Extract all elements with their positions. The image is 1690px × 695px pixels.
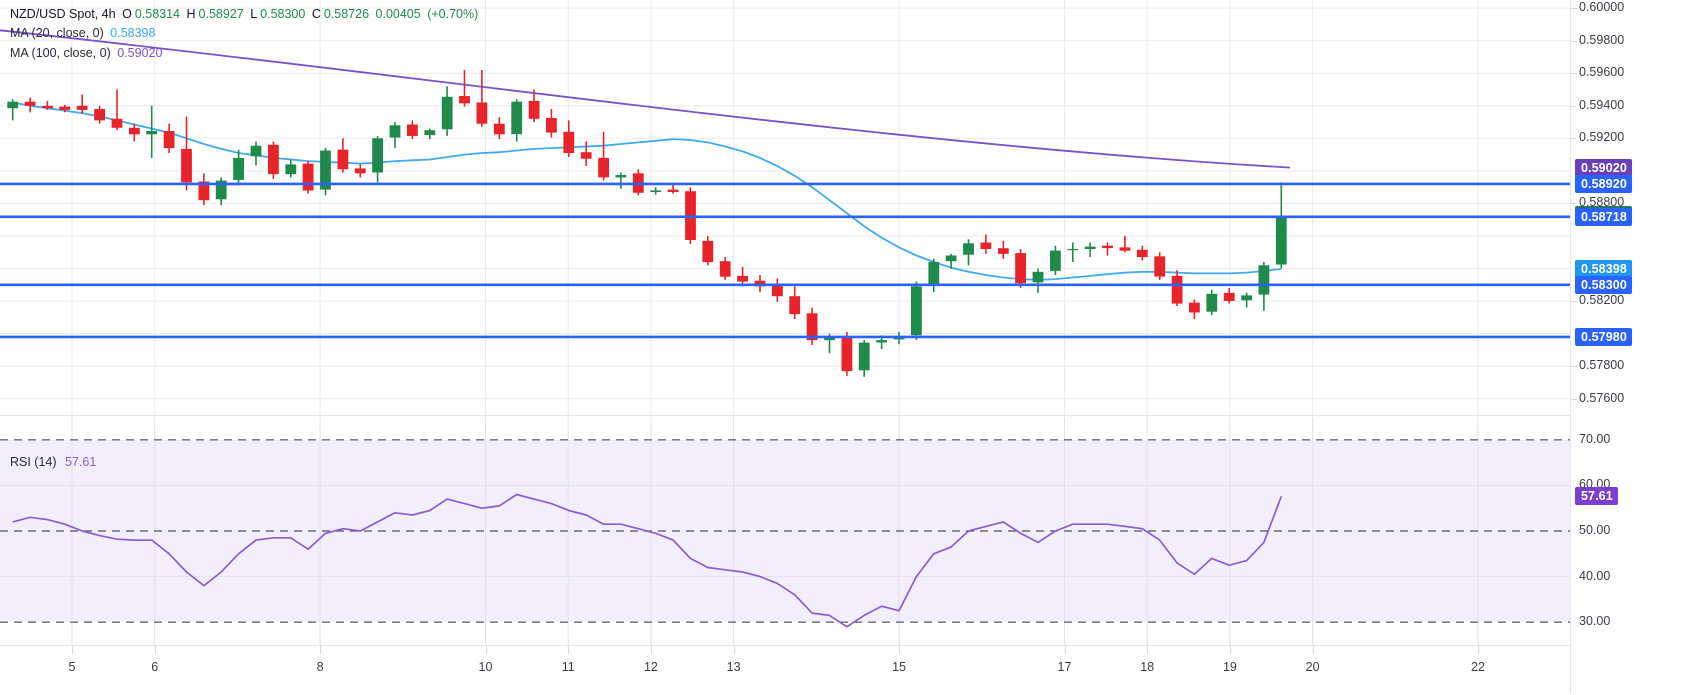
price-tick-0.59400: 0.59400 xyxy=(1579,97,1625,112)
time-label-6: 6 xyxy=(151,660,159,674)
price-badge-0.58300[interactable]: 0.58300 xyxy=(1575,275,1632,294)
price-badge-0.57980[interactable]: 0.57980 xyxy=(1575,327,1632,346)
rsi-tick-70.00: 70.00 xyxy=(1579,431,1611,446)
rsi-label: RSI (14) xyxy=(10,455,57,469)
high-value: 0.58927 xyxy=(198,7,244,21)
rsi-tick-30.00: 30.00 xyxy=(1579,614,1611,629)
price-tick-mark xyxy=(1571,366,1577,368)
price-tick-0.60000: 0.60000 xyxy=(1579,0,1625,15)
rsi-panel[interactable] xyxy=(0,417,1570,645)
change-percent: (+0.70%) xyxy=(427,7,479,21)
time-label-17: 17 xyxy=(1057,660,1072,674)
time-tick-mark xyxy=(733,646,735,654)
price-badge-0.58920[interactable]: 0.58920 xyxy=(1575,174,1632,193)
time-label-13: 13 xyxy=(726,660,741,674)
price-tick-0.58200: 0.58200 xyxy=(1579,293,1625,308)
change-value: 0.00405 xyxy=(375,7,421,21)
time-label-10: 10 xyxy=(478,660,493,674)
price-tick-0.57800: 0.57800 xyxy=(1579,358,1625,373)
price-chart-panel[interactable] xyxy=(0,0,1570,415)
time-tick-mark xyxy=(568,646,570,654)
time-tick-mark xyxy=(72,646,73,654)
ma100-value: 0.59020 xyxy=(117,45,163,60)
rsi-canvas xyxy=(0,417,1570,645)
time-label-11: 11 xyxy=(561,660,575,674)
time-label-18: 18 xyxy=(1140,660,1155,674)
open-value: 0.58314 xyxy=(134,7,180,21)
price-tick-mark xyxy=(1571,8,1577,10)
legend-ohlc-row[interactable]: NZD/USD Spot, 4h O 0.58314 H 0.58927 L 0.58… xyxy=(10,5,481,24)
price-badge-0.58718[interactable]: 0.58718 xyxy=(1575,207,1632,226)
time-label-12: 12 xyxy=(643,660,658,674)
price-tick-0.59600: 0.59600 xyxy=(1579,65,1625,80)
rsi-tick-50.00: 50.00 xyxy=(1579,523,1611,537)
low-label: L xyxy=(250,7,258,21)
time-label-20: 20 xyxy=(1305,660,1320,674)
time-label-5: 5 xyxy=(68,660,76,674)
ma20-value: 0.58398 xyxy=(110,26,156,41)
price-tick-mark xyxy=(1571,398,1577,400)
price-chart-canvas xyxy=(0,0,1570,415)
time-tick-mark xyxy=(1229,646,1231,654)
open-label: O xyxy=(122,7,132,21)
time-label-22: 22 xyxy=(1471,660,1485,674)
legend-ma100-row[interactable]: MA (100, close, 0) 0.59020 xyxy=(10,44,481,63)
time-axis[interactable]: 5 6 8 10 11 12 13 15 17 18 19 20 22 xyxy=(0,645,1570,695)
rsi-legend[interactable]: RSI (14) 57.61 xyxy=(10,455,96,469)
legend-ma20-row[interactable]: MA (20, close, 0) 0.58398 xyxy=(10,24,481,43)
price-tick-mark xyxy=(1571,73,1577,75)
time-tick-mark xyxy=(154,646,156,654)
time-tick-mark xyxy=(1478,646,1479,654)
price-tick-mark xyxy=(1571,105,1577,107)
ma20-label: MA (20, close, 0) xyxy=(10,26,104,41)
time-tick-mark xyxy=(320,646,322,654)
price-tick-0.59800: 0.59800 xyxy=(1579,32,1625,47)
time-tick-mark xyxy=(1312,646,1314,654)
price-tick-0.57600: 0.57600 xyxy=(1579,390,1625,405)
time-tick-mark xyxy=(1064,646,1066,654)
time-tick-mark xyxy=(485,646,487,654)
close-value: 0.58726 xyxy=(323,7,370,21)
time-tick-mark xyxy=(899,646,901,654)
price-tick-0.59200: 0.59200 xyxy=(1579,130,1625,145)
time-tick-mark xyxy=(650,646,652,654)
close-label: C xyxy=(311,7,321,21)
price-tick-mark xyxy=(1571,40,1577,42)
time-label-19: 19 xyxy=(1222,660,1237,674)
price-badge-0.58398[interactable]: 0.58398 xyxy=(1575,259,1632,278)
price-tick-0.58800: 0.58800 xyxy=(1579,195,1625,210)
high-label: H xyxy=(186,7,196,21)
chart-legend: NZD/USD Spot, 4h O 0.58314 H 0.58927 L 0.58… xyxy=(10,5,481,63)
price-tick-mark xyxy=(1571,203,1577,205)
price-axis[interactable]: 0.60000 0.59800 0.59600 0.59400 0.59200 0.588… xyxy=(1570,0,1690,694)
panel-divider xyxy=(0,415,1570,416)
rsi-value: 57.61 xyxy=(65,455,97,469)
price-tick-mark xyxy=(1571,301,1577,303)
price-tick-mark xyxy=(1571,138,1577,140)
symbol-label[interactable]: NZD/USD Spot, 4h xyxy=(10,7,116,21)
time-tick-mark xyxy=(1147,646,1149,654)
rsi-tick-40.00: 40.00 xyxy=(1579,568,1611,583)
rsi-value-badge[interactable]: 57.61 xyxy=(1575,487,1618,506)
ma100-label: MA (100, close, 0) xyxy=(10,45,111,60)
time-label-8: 8 xyxy=(316,660,324,674)
price-badge-0.59020[interactable]: 0.59020 xyxy=(1575,158,1632,177)
time-label-15: 15 xyxy=(892,660,907,674)
low-value: 0.58300 xyxy=(260,7,306,21)
